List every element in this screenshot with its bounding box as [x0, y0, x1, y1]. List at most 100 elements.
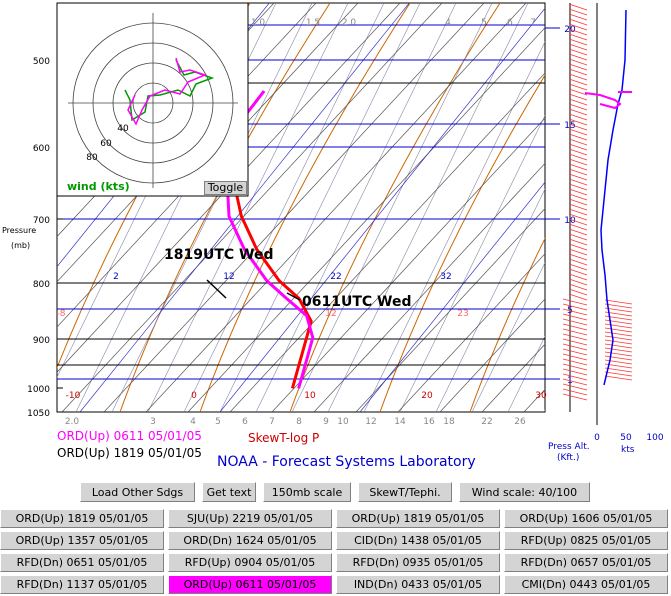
pressure-tick: 700 — [33, 216, 50, 226]
sounding-button[interactable]: SJU(Up) 2219 05/01/05 — [168, 509, 332, 528]
moist-adiabat-label: 12 — [325, 309, 336, 319]
wind-speed-line — [600, 9, 627, 386]
lab-name: NOAA - Forecast Systems Laboratory — [217, 454, 476, 470]
mixing-ratio-line — [219, 3, 421, 412]
mixing-ratio-line — [435, 188, 545, 412]
mixing-ratio-label: 22 — [330, 272, 341, 282]
sounding-button[interactable]: RFD(Up) 0904 05/01/05 — [168, 553, 332, 572]
bottom-tick: 12 — [365, 417, 376, 427]
mixing-ratio-label: 12 — [223, 272, 234, 282]
pressure-tick: 500 — [33, 57, 50, 67]
isotherm-label: -10 — [66, 391, 81, 401]
isotherm — [481, 343, 545, 412]
toolbar: Load Other Sdgs Get text 150mb scale Ske… — [0, 482, 671, 504]
alt-axis-label: Press Alt. — [548, 442, 590, 452]
isotherm — [0, 3, 22, 412]
sounding-button[interactable]: RFD(Dn) 0935 05/01/05 — [336, 553, 500, 572]
skewt-tephi-button[interactable]: SkewT/Tephi. — [358, 482, 452, 502]
isotherm — [103, 3, 485, 412]
plot-frame — [56, 2, 546, 413]
sounding-button[interactable]: RFD(Dn) 0651 05/01/05 — [0, 553, 164, 572]
bottom-tick: 18 — [443, 417, 455, 427]
get-text-button[interactable]: Get text — [202, 482, 256, 502]
top-tick: 1.0 — [251, 18, 266, 28]
sounding-button[interactable]: ORD(Up) 1606 05/01/05 — [504, 509, 668, 528]
mixing-ratio-line — [327, 3, 529, 412]
isotherm-label: 20 — [421, 391, 433, 401]
wind-tick: 100 — [646, 433, 663, 443]
dry-adiabat — [199, 3, 411, 412]
mixing-ratio-line — [291, 3, 493, 412]
pressure-axis-label: Pressure — [2, 226, 36, 235]
top-tick: 1.5 — [306, 18, 320, 28]
mixing-ratio-line — [507, 335, 545, 412]
top-tick: 4 — [445, 18, 451, 28]
isotherm — [57, 3, 317, 283]
isotherm-label: 10 — [304, 391, 316, 401]
load-other-soundings-button[interactable]: Load Other Sdgs — [80, 482, 195, 502]
bottom-tick: 14 — [394, 417, 406, 427]
sounding-button[interactable]: IND(Dn) 0433 05/01/05 — [336, 575, 500, 594]
mixing-ratio-line — [652, 3, 671, 412]
alt-tick: 10 — [564, 216, 576, 226]
moist-adiabat-label: -8 — [57, 309, 66, 319]
bottom-tick: 2.0 — [65, 417, 80, 427]
isotherm — [397, 253, 545, 412]
isotherm — [566, 3, 671, 412]
top-tick: 7 — [530, 18, 536, 28]
sounding-button[interactable]: CID(Dn) 1438 05/01/05 — [336, 531, 500, 550]
annotation-0611: 0611UTC Wed — [302, 294, 412, 310]
scale-150mb-button[interactable]: 150mb scale — [263, 482, 351, 502]
top-tick: 6 — [507, 18, 513, 28]
sounding-button[interactable]: CMI(Dn) 0443 05/01/05 — [504, 575, 668, 594]
pressure-tick: 900 — [33, 336, 50, 346]
pressure-tick: 1000 — [27, 385, 50, 395]
wind-axis-label: kts — [621, 445, 635, 455]
legend-line-0611: ORD(Up) 0611 05/01/05 — [57, 429, 202, 443]
isotherm — [650, 3, 671, 412]
isotherm — [439, 298, 545, 412]
dry-adiabat — [379, 74, 545, 412]
sounding-button[interactable]: RFD(Dn) 1137 05/01/05 — [0, 575, 164, 594]
mixing-ratio-line — [363, 41, 545, 412]
dry-adiabat — [119, 3, 331, 412]
wind-tick: 0 — [594, 433, 600, 443]
bottom-tick: 4 — [190, 417, 196, 427]
alt-axis-unit: (Kft.) — [557, 453, 579, 463]
mixing-ratio-line — [183, 3, 385, 412]
pressure-unit-label: (mb) — [11, 241, 30, 250]
sounding-button[interactable]: ORD(Up) 1819 05/01/05 — [336, 509, 500, 528]
sounding-button[interactable]: ORD(Up) 0611 05/01/05 — [168, 575, 332, 594]
sounding-button[interactable]: RFD(Up) 0825 05/01/05 — [504, 531, 668, 550]
alt-tick: 15 — [564, 121, 575, 131]
mixing-ratio-line — [399, 114, 545, 412]
mixing-ratio-line — [147, 3, 349, 412]
sounding-button[interactable]: ORD(Up) 1819 05/01/05 — [0, 509, 164, 528]
wind-scale-button[interactable]: Wind scale: 40/100 — [459, 482, 590, 502]
isotherm — [61, 3, 443, 412]
wind-tick: 50 — [620, 433, 632, 443]
annotation-1819: 1819UTC Wed — [164, 247, 274, 263]
mixing-ratio-label: 32 — [440, 272, 451, 282]
mixing-ratio-line — [543, 409, 545, 412]
bottom-tick: 9 — [323, 417, 329, 427]
top-tick: 5 — [481, 18, 487, 28]
isotherm — [57, 3, 401, 373]
saturation-line — [359, 181, 545, 412]
top-tick: 2.0 — [342, 18, 357, 28]
toggle-button[interactable]: Toggle — [204, 181, 247, 195]
moist-adiabat-label: 23 — [457, 309, 468, 319]
sounding-button[interactable]: ORD(Dn) 1624 05/01/05 — [168, 531, 332, 550]
bottom-tick: 7 — [269, 417, 275, 427]
bottom-tick: 3 — [150, 417, 156, 427]
sounding-button[interactable]: ORD(Up) 1357 05/01/05 — [0, 531, 164, 550]
hodograph-panel — [56, 2, 249, 197]
bottom-tick: 5 — [215, 417, 221, 427]
bottom-tick: 10 — [337, 417, 349, 427]
sounding-button[interactable]: RFD(Dn) 0657 05/01/05 — [504, 553, 668, 572]
isotherm — [145, 3, 527, 412]
hodograph-label: wind (kts) — [67, 180, 130, 193]
alt-tick: 20 — [564, 25, 576, 35]
dry-adiabat — [289, 3, 501, 412]
